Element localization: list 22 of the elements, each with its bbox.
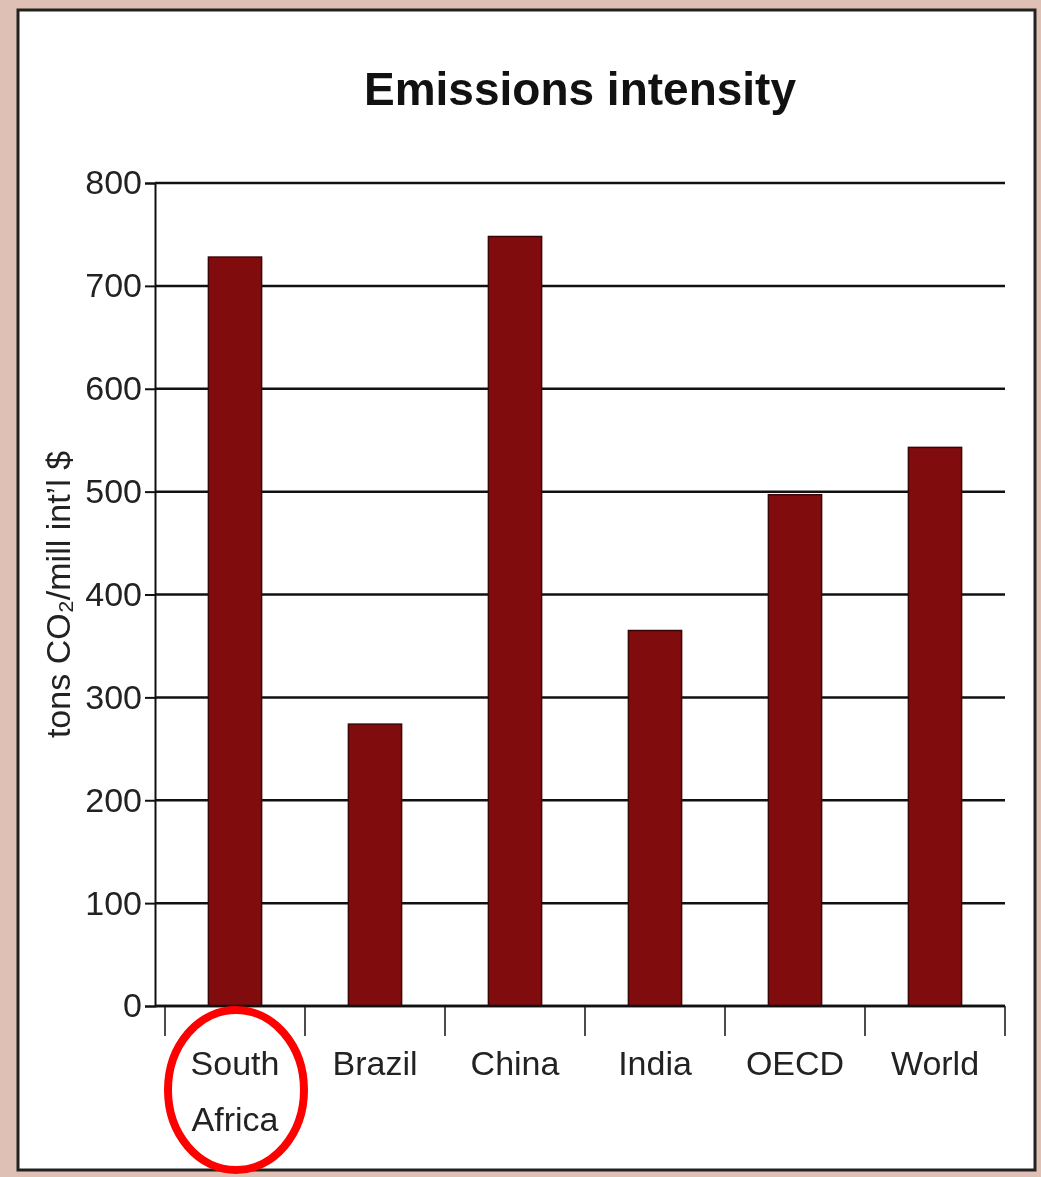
bar <box>907 446 963 1007</box>
bar <box>347 723 403 1007</box>
bar <box>627 629 683 1007</box>
bar <box>487 235 543 1007</box>
chart-title: Emissions intensity <box>363 63 797 115</box>
x-tick-label: OECD <box>745 1044 845 1082</box>
y-tick-label: 400 <box>85 574 142 613</box>
y-tick-label: 300 <box>85 677 142 716</box>
y-tick-label: 600 <box>85 369 142 408</box>
x-tick-label: World <box>890 1044 980 1082</box>
bar <box>767 493 823 1007</box>
y-tick-label: 100 <box>85 883 142 922</box>
y-tick-label: 800 <box>85 163 142 202</box>
y-tick-label: 500 <box>85 472 142 511</box>
x-tick-label: India <box>618 1044 692 1082</box>
y-tick-label: 0 <box>123 986 142 1025</box>
y-axis-title: tons CO₂/mill int’l $ <box>39 450 77 739</box>
x-tick-label: South Africa <box>190 1044 280 1138</box>
y-tick-label: 700 <box>85 266 142 305</box>
x-tick-label: Brazil <box>332 1044 418 1082</box>
x-tick-label: China <box>470 1044 560 1082</box>
y-tick-label: 200 <box>85 780 142 819</box>
